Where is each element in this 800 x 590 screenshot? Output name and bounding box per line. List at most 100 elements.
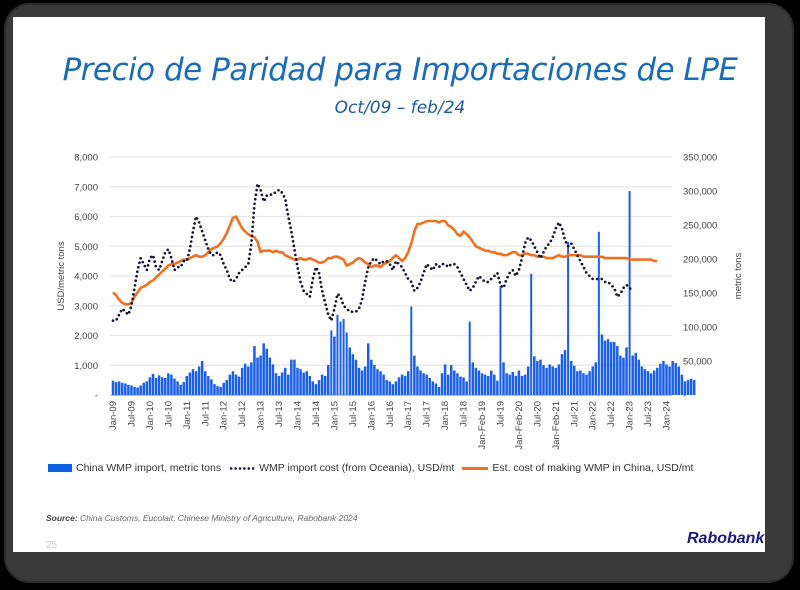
rabobank-logo: Rabobank xyxy=(687,530,765,547)
import-cost-dot xyxy=(331,313,335,317)
bar xyxy=(428,378,431,395)
x-tick-label: Jul-21 xyxy=(569,401,580,427)
bar xyxy=(612,341,616,395)
x-tick-label: Jan-Feb-19 xyxy=(477,401,488,450)
bar xyxy=(151,373,155,395)
bar xyxy=(594,362,598,395)
import-cost-dot xyxy=(130,302,134,305)
import-cost-dot xyxy=(591,277,594,281)
bar xyxy=(188,372,192,395)
bar xyxy=(588,371,591,395)
x-tick-label: Jul-15 xyxy=(348,401,359,427)
import-cost-dot xyxy=(240,268,244,272)
import-cost-dot xyxy=(422,269,426,273)
import-cost-dot xyxy=(139,256,142,260)
bar xyxy=(228,374,232,395)
bar xyxy=(342,318,345,395)
import-cost-dot xyxy=(521,254,524,258)
import-cost-dot xyxy=(252,207,256,210)
import-cost-dot xyxy=(294,253,297,257)
bar xyxy=(182,382,185,395)
bar xyxy=(671,361,674,395)
import-cost-dot xyxy=(302,289,305,293)
bar xyxy=(271,364,275,395)
import-cost-dot xyxy=(317,271,321,275)
import-cost-dot xyxy=(617,294,621,297)
x-tick-label: Jul-09 xyxy=(126,401,137,427)
bar xyxy=(431,381,435,395)
y-axis-left: - 1,000 2,000 3,000 4,000 5,000 6,000 7,000 8,00… xyxy=(74,153,98,402)
x-tick-label: Jan-17 xyxy=(403,401,414,430)
source-label: Source: xyxy=(46,513,78,523)
bar xyxy=(609,341,613,395)
import-cost-dot xyxy=(122,308,125,312)
bar xyxy=(391,384,395,395)
import-cost-dot xyxy=(556,222,560,226)
import-cost-dot xyxy=(252,216,255,219)
import-cost-dot xyxy=(132,293,135,296)
x-tick-label: Jul-10 xyxy=(163,401,174,427)
import-cost-dot xyxy=(285,208,289,212)
import-cost-dot xyxy=(366,266,370,269)
y2-tick-label: - xyxy=(683,391,686,402)
import-cost-dot xyxy=(135,270,139,274)
bar xyxy=(649,373,653,395)
bar xyxy=(351,354,355,395)
import-cost-dot xyxy=(284,203,288,207)
y-tick-label: 4,000 xyxy=(74,272,98,283)
bar xyxy=(207,375,210,395)
import-cost-dot xyxy=(322,294,325,298)
legend-label-bars: China WMP import, metric tons xyxy=(76,462,222,474)
import-cost-dot xyxy=(392,265,396,269)
bar xyxy=(483,374,487,395)
bar xyxy=(142,382,145,395)
bar xyxy=(308,375,312,395)
bar xyxy=(471,362,475,395)
import-cost-dot xyxy=(169,255,173,259)
import-cost-dot xyxy=(157,268,160,271)
import-cost-dot xyxy=(385,260,389,263)
bar xyxy=(327,365,330,395)
import-cost-dot xyxy=(482,279,485,282)
import-cost-dot xyxy=(504,280,508,283)
bar xyxy=(557,364,561,395)
import-cost-dot xyxy=(363,284,366,287)
import-cost-dot xyxy=(469,288,472,292)
bar xyxy=(265,348,268,395)
import-cost-dot xyxy=(572,246,575,250)
source-text: China Customs, Eucolait, Chinese Ministr… xyxy=(77,513,358,523)
bar xyxy=(363,366,367,395)
y2-tick-label: 350,000 xyxy=(683,153,717,164)
bar xyxy=(197,366,201,395)
bar xyxy=(216,386,219,395)
import-cost-dot xyxy=(489,277,493,281)
import-cost-dot xyxy=(364,275,368,278)
import-cost-dot xyxy=(595,277,599,281)
y-tick-label: - xyxy=(95,391,98,402)
bar xyxy=(419,370,422,395)
bar xyxy=(551,366,554,395)
import-cost-dot xyxy=(553,231,556,234)
import-cost-dot xyxy=(253,202,256,206)
bar xyxy=(357,367,361,395)
import-cost-dot xyxy=(381,260,385,264)
y-tick-label: 5,000 xyxy=(74,242,98,253)
import-cost-dot xyxy=(394,261,397,265)
import-cost-dot xyxy=(362,288,366,292)
bar xyxy=(354,359,358,395)
bar xyxy=(145,381,149,395)
import-cost-dot xyxy=(388,263,392,267)
bar xyxy=(526,366,530,395)
bar xyxy=(237,376,241,395)
import-cost-dot xyxy=(225,270,229,273)
import-cost-dot xyxy=(176,265,180,269)
import-cost-dot xyxy=(203,238,207,242)
bar xyxy=(406,371,410,395)
import-cost-dot xyxy=(429,267,433,270)
bar xyxy=(606,339,610,395)
bar xyxy=(222,382,225,395)
import-cost-dot xyxy=(127,310,131,314)
bar xyxy=(336,314,339,395)
import-cost-dot xyxy=(168,251,171,255)
bar xyxy=(173,378,176,395)
